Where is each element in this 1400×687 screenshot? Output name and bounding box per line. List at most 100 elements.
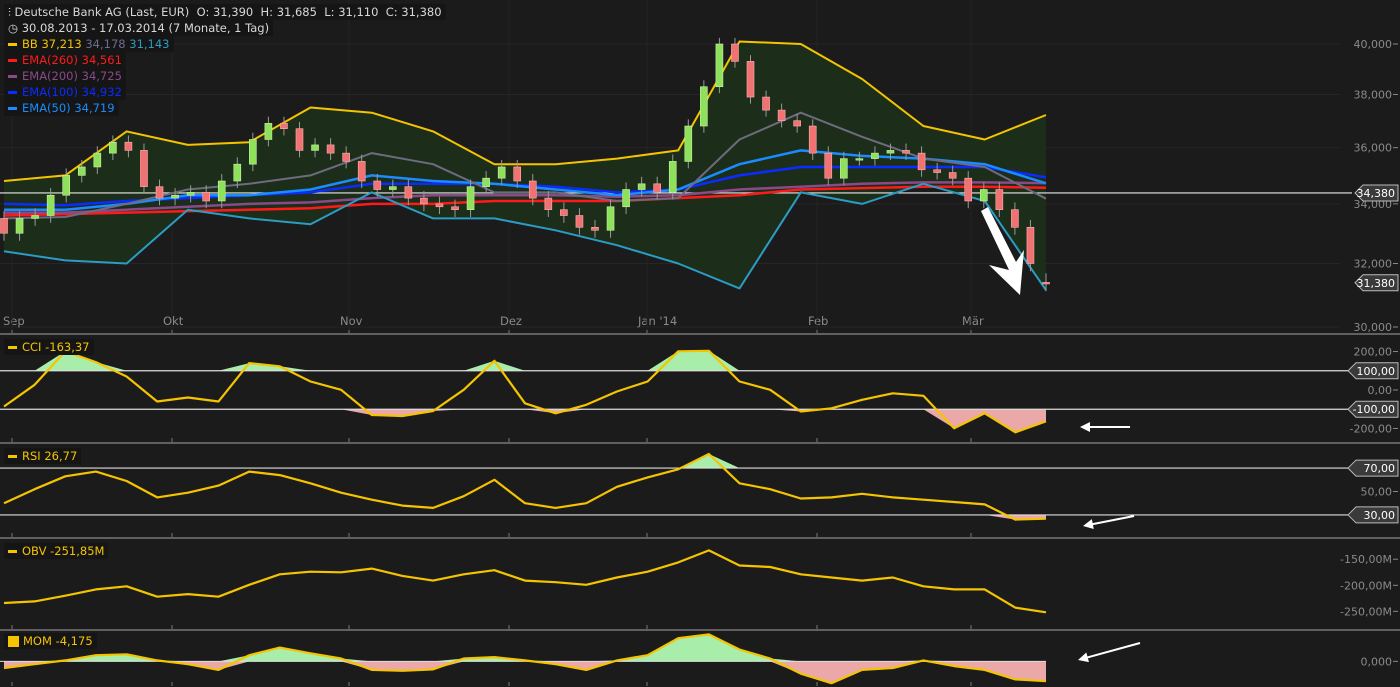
bb-middle-line (3, 111, 1047, 220)
price-marker-label: 34,380 (1357, 187, 1396, 200)
cci-y-tick-label: -200,00 (1350, 422, 1392, 435)
x-tick-label: Nov (340, 314, 363, 328)
candle (544, 190, 553, 217)
candle-body (155, 186, 164, 199)
candle (871, 146, 879, 166)
rsi-level-marker (1347, 459, 1399, 477)
candle (389, 179, 397, 197)
candle (1011, 202, 1019, 235)
date-range[interactable]: 30.08.2013 - 17.03.2014 (7 Monate, 1 Tag… (21, 21, 270, 35)
candle (746, 55, 755, 104)
bb-lower-value: 31,143 (129, 37, 170, 51)
candle (668, 154, 677, 200)
candle-body (420, 197, 428, 205)
ema260-line (3, 185, 1047, 217)
bb-swatch (8, 43, 17, 46)
down-arrow-annotation (981, 207, 1024, 295)
bb-lower-line (3, 182, 1047, 291)
cci-level-label: -100,00 (1353, 403, 1395, 416)
candle (964, 171, 973, 209)
candle-body (342, 152, 350, 162)
legend-bb[interactable]: BB 37,213 34,178 31,143 (4, 36, 174, 52)
ema100-value: 34,932 (81, 85, 122, 99)
candle (840, 151, 848, 186)
candle (357, 154, 366, 189)
candle (77, 160, 86, 183)
rsi-level-marker (1347, 506, 1399, 524)
candle-body (886, 150, 895, 154)
legend-ema260[interactable]: EMA(260) 34,561 (4, 52, 126, 68)
ema200-label: EMA(200) (22, 69, 78, 83)
candle (917, 146, 926, 177)
x-tick-label: Mär (962, 314, 984, 328)
candle-body (140, 150, 148, 187)
candle-body (124, 141, 133, 151)
candle-body (824, 152, 833, 179)
candle-body (264, 123, 273, 140)
candle (513, 160, 522, 189)
candle-body (715, 43, 724, 88)
candle (280, 116, 288, 136)
legend-rsi[interactable]: RSI 26,77 (4, 448, 82, 464)
price-marker (1354, 184, 1399, 202)
candlestick-settings-icon[interactable]: ⫶ (8, 5, 15, 19)
obv-y-tick-label: -150,00M (1340, 553, 1392, 566)
candle (186, 185, 195, 203)
arrow-head (1078, 652, 1089, 663)
candle-body (233, 163, 242, 182)
candle-body (948, 172, 957, 179)
mom-label: MOM (23, 634, 52, 648)
arrow-shaft (1083, 642, 1141, 660)
candle (793, 114, 801, 133)
candle-body (1042, 282, 1050, 285)
candle (420, 190, 428, 212)
obv-y-tick-label: -200,00M (1340, 579, 1392, 592)
obv-label: OBV (22, 544, 47, 558)
legend-ema100[interactable]: EMA(100) 34,932 (4, 84, 126, 100)
candle-body (964, 177, 973, 202)
candle-body (389, 186, 397, 190)
y-tick-label: 36,000 (1354, 142, 1393, 155)
ema50-value: 34,719 (74, 101, 115, 115)
candle (762, 90, 770, 117)
candle-body (762, 96, 770, 111)
clock-icon: ◷ (8, 21, 22, 35)
candle (93, 146, 102, 174)
y-tick-label: 30,000 (1354, 321, 1393, 334)
arrow-head (1083, 519, 1094, 529)
candle-body (171, 194, 179, 199)
candle (1026, 219, 1035, 272)
cci-level-label: 100,00 (1357, 365, 1396, 378)
candle-body (793, 120, 801, 127)
candle-body (684, 125, 693, 162)
candle-body (280, 123, 288, 130)
candle-body (902, 150, 910, 154)
candle (404, 179, 413, 206)
legend-obv[interactable]: OBV -251,85M (4, 543, 109, 559)
candle-body (0, 218, 8, 234)
candle (373, 173, 382, 197)
candle-body (653, 183, 661, 193)
candle-body (808, 125, 817, 154)
rsi-overbought-fill (4, 454, 1046, 469)
candle-body (249, 139, 257, 165)
candle-body (637, 183, 646, 190)
candle-body (917, 152, 926, 171)
candle-body (217, 180, 226, 202)
cci-value: -163,37 (45, 340, 90, 354)
candle (202, 185, 210, 209)
cci-y-tick-label: 0,00 (1368, 384, 1393, 397)
candle-body (435, 203, 444, 208)
legend-mom[interactable]: MOM -4,175 (4, 633, 97, 649)
candle (451, 199, 459, 217)
candle (886, 143, 895, 161)
legend-cci[interactable]: CCI -163,37 (4, 339, 94, 355)
legend-ema50[interactable]: EMA(50) 34,719 (4, 100, 119, 116)
cci-oversold-fill (4, 409, 1046, 433)
obv-y-tick-label: -250,00M (1340, 605, 1392, 618)
candle (777, 103, 786, 128)
legend-ema200[interactable]: EMA(200) 34,725 (4, 68, 126, 84)
candle (700, 80, 708, 133)
candle-body (700, 86, 708, 127)
ohlc-readout: O: 31,390 H: 31,685 L: 31,110 C: 31,380 (196, 5, 442, 19)
